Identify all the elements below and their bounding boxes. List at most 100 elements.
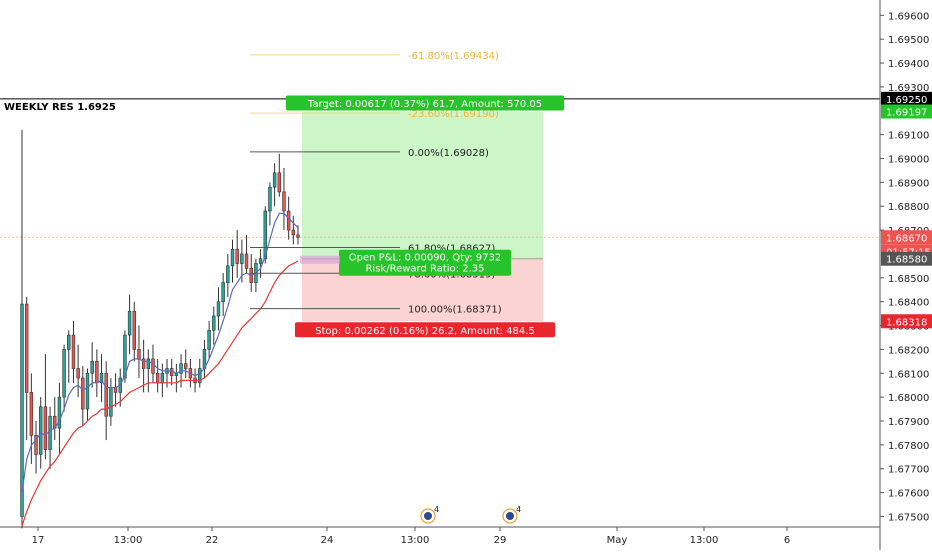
candle-body [226, 265, 230, 283]
y-tick-label: 1.69300 [888, 83, 929, 94]
y-tick-label: 1.69500 [888, 35, 929, 46]
candle-body [95, 361, 99, 384]
candle-body [34, 435, 38, 455]
event-marker: 4 [420, 505, 439, 524]
candle-body [179, 363, 183, 374]
y-tick-label: 1.69400 [888, 59, 929, 70]
y-tick-label: 1.67500 [888, 512, 929, 523]
svg-text:1.68318: 1.68318 [886, 317, 927, 328]
ma-fast-line [21, 212, 299, 493]
candle-body [48, 415, 52, 450]
fib-label: -61.80%(1.69434) [408, 51, 499, 62]
y-tick-label: 1.67700 [888, 465, 929, 476]
candle-body [216, 301, 221, 317]
target-price-tag: 1.69197 [881, 104, 932, 119]
x-tick-label: 29 [494, 535, 507, 546]
candle-body [137, 349, 141, 360]
candle-body [90, 361, 94, 374]
svg-text:Stop: 0.00262 (0.16%) 26.2, Am: Stop: 0.00262 (0.16%) 26.2, Amount: 484.… [315, 326, 535, 337]
candle-body [212, 315, 216, 331]
candle-body [99, 372, 104, 384]
position-zones [302, 111, 543, 322]
entry-price-tag: 1.68580 [881, 251, 932, 266]
y-tick-label: 1.67900 [888, 417, 929, 428]
candle-body [277, 172, 281, 193]
stop-label: Stop: 0.00262 (0.16%) 26.2, Amount: 484.… [294, 322, 556, 338]
candle-body [244, 253, 249, 269]
svg-text:1.68580: 1.68580 [886, 255, 927, 266]
candle-body [184, 363, 188, 369]
candle-body [39, 406, 43, 455]
y-tick-label: 1.67800 [888, 441, 929, 452]
svg-text:1.68670: 1.68670 [886, 233, 927, 244]
candle-body [240, 253, 244, 264]
x-tick-label: 13:00 [690, 535, 719, 546]
price-axis[interactable]: 1.69600 1.69500 1.69400 1.69300 1.69100 1.690… [879, 0, 932, 550]
target-label: Target: 0.00617 (0.37%) 61.7, Amount: 57… [285, 95, 565, 111]
candle-body [29, 392, 34, 436]
fib-label: 61.80%(1.68627) [408, 244, 495, 255]
candle-body [286, 210, 291, 231]
candle-body [141, 358, 146, 369]
candle-body [268, 186, 272, 212]
candle-body [57, 396, 62, 429]
candle-body [127, 310, 132, 336]
svg-text:4: 4 [516, 505, 521, 514]
event-marker: 4 [502, 505, 521, 524]
x-tick-label: 6 [784, 535, 790, 546]
resistance-line-label: WEEKLY RES 1.6925 [4, 102, 116, 113]
x-tick-label: 13:00 [114, 535, 143, 546]
x-tick-label: 24 [321, 535, 334, 546]
x-tick-label: May [607, 535, 628, 546]
candle-body [113, 387, 118, 393]
candle-body [235, 248, 239, 264]
candle-body [263, 210, 267, 260]
candle-body [76, 368, 80, 379]
candle-body [151, 358, 155, 374]
candle-body [169, 368, 174, 376]
stop-price-tag: 1.68318 [881, 314, 932, 329]
position-labels[interactable]: Target: 0.00617 (0.37%) 61.7, Amount: 57… [285, 95, 565, 338]
x-tick-label: 17 [32, 535, 45, 546]
candle-body [62, 349, 66, 398]
candle-body [67, 334, 71, 350]
fib-label: -23.60%(1.69190) [408, 109, 499, 120]
candle-body [155, 372, 160, 384]
pnl-text: Open P&L: 0.00090, Qty: 9732 [349, 253, 502, 264]
y-tick-label: 1.69600 [888, 11, 929, 22]
candle-body [104, 372, 108, 417]
candle-body [20, 303, 24, 517]
candle-body [132, 310, 136, 350]
y-tick-label: 1.68800 [888, 202, 929, 213]
candle-body [123, 334, 127, 379]
candle-body [291, 229, 296, 236]
y-tick-label: 1.69000 [888, 155, 929, 166]
candle-body [207, 330, 211, 350]
candle-body [85, 372, 90, 410]
candle-body [81, 377, 85, 410]
y-tick-label: 1.68000 [888, 393, 929, 404]
y-tick-label: 1.69100 [888, 131, 929, 142]
candle-body [198, 368, 202, 384]
y-tick-label: 1.68200 [888, 345, 929, 356]
candle-body [160, 372, 165, 384]
time-axis[interactable]: 17 13:00 22 24 13:00 29 May 13:00 6 [0, 526, 880, 546]
candle-body [109, 387, 113, 417]
candle-body [71, 334, 76, 369]
candle-body [296, 234, 300, 238]
pnl-label: Open P&L: 0.00090, Qty: 9732Risk/Reward … [339, 249, 511, 276]
candle-body [24, 303, 29, 393]
x-tick-label: 13:00 [401, 535, 430, 546]
candle-body [43, 406, 48, 450]
candle-body [146, 358, 151, 369]
y-tick-label: 1.68500 [888, 274, 929, 285]
rr-text: Risk/Reward Ratio: 2.35 [365, 264, 484, 275]
ma-slow-line [21, 260, 299, 527]
y-tick-label: 1.67600 [888, 489, 929, 500]
candle-body [221, 282, 225, 302]
entry-handle [300, 255, 340, 264]
x-tick-label: 22 [206, 535, 219, 546]
